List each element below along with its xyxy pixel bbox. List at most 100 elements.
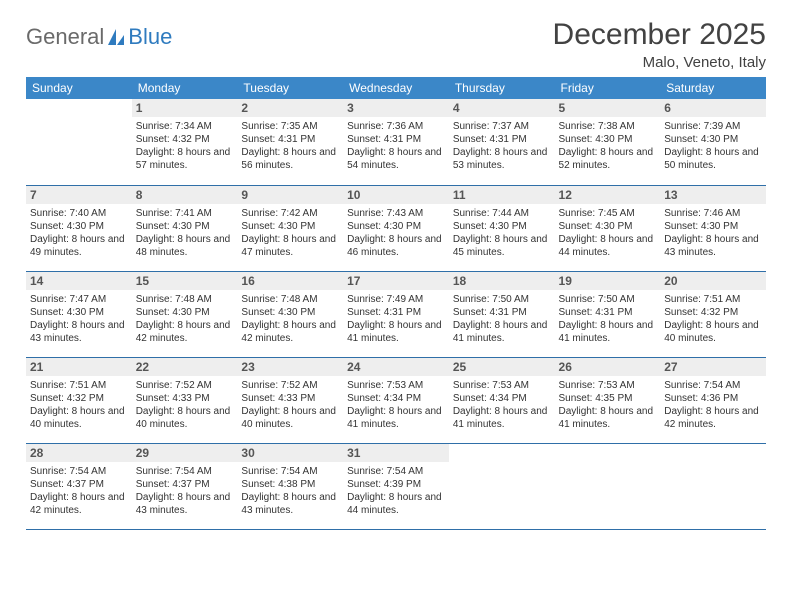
calendar-day-cell: 7Sunrise: 7:40 AMSunset: 4:30 PMDaylight… bbox=[26, 185, 132, 271]
day-detail-line: Sunrise: 7:38 AM bbox=[559, 120, 657, 133]
calendar-day-cell: 25 Sunrise: 7:53 AMSunset: 4:34 PMDayligh… bbox=[449, 357, 555, 443]
day-details: Sunrise: 7:45 AMSunset: 4:30 PMDaylight:… bbox=[559, 207, 657, 259]
calendar-day-cell: 28Sunrise: 7:54 AMSunset: 4:37 PMDayligh… bbox=[26, 443, 132, 529]
calendar-day-cell: 12Sunrise: 7:45 AMSunset: 4:30 PMDayligh… bbox=[555, 185, 661, 271]
day-details: Sunrise: 7:49 AMSunset: 4:31 PMDaylight:… bbox=[347, 293, 445, 345]
day-detail-line: Daylight: 8 hours and 40 minutes. bbox=[241, 405, 339, 431]
day-detail-line: Sunset: 4:31 PM bbox=[347, 133, 445, 146]
day-number: 26 bbox=[555, 358, 661, 376]
calendar-table: Sunday Monday Tuesday Wednesday Thursday… bbox=[26, 77, 766, 530]
day-details: Sunrise: 7:48 AMSunset: 4:30 PMDaylight:… bbox=[241, 293, 339, 345]
calendar-day-cell: 6Sunrise: 7:39 AMSunset: 4:30 PMDaylight… bbox=[660, 99, 766, 185]
day-number: 29 bbox=[132, 444, 238, 462]
calendar-body: 1Sunrise: 7:34 AMSunset: 4:32 PMDaylight… bbox=[26, 99, 766, 529]
calendar-day-cell bbox=[26, 99, 132, 185]
day-detail-line: Sunrise: 7:53 AM bbox=[559, 379, 657, 392]
calendar-week-row: 7Sunrise: 7:40 AMSunset: 4:30 PMDaylight… bbox=[26, 185, 766, 271]
day-details: Sunrise: 7:44 AMSunset: 4:30 PMDaylight:… bbox=[453, 207, 551, 259]
day-detail-line: Daylight: 8 hours and 45 minutes. bbox=[453, 233, 551, 259]
weekday-header: Wednesday bbox=[343, 77, 449, 99]
day-details: Sunrise: 7:52 AMSunset: 4:33 PMDaylight:… bbox=[241, 379, 339, 431]
weekday-header: Monday bbox=[132, 77, 238, 99]
day-number: 11 bbox=[449, 186, 555, 204]
day-detail-line: Sunrise: 7:54 AM bbox=[136, 465, 234, 478]
day-detail-line: Daylight: 8 hours and 43 minutes. bbox=[664, 233, 762, 259]
weekday-header: Friday bbox=[555, 77, 661, 99]
calendar-day-cell: 16Sunrise: 7:48 AMSunset: 4:30 PMDayligh… bbox=[237, 271, 343, 357]
day-detail-line: Sunset: 4:31 PM bbox=[241, 133, 339, 146]
day-detail-line: Sunrise: 7:53 AM bbox=[453, 379, 551, 392]
day-number: 6 bbox=[660, 99, 766, 117]
day-details: Sunrise: 7:54 AMSunset: 4:39 PMDaylight:… bbox=[347, 465, 445, 517]
day-number: 2 bbox=[237, 99, 343, 117]
calendar-week-row: 21Sunrise: 7:51 AMSunset: 4:32 PMDayligh… bbox=[26, 357, 766, 443]
day-detail-line: Sunset: 4:31 PM bbox=[347, 306, 445, 319]
day-detail-line: Sunset: 4:32 PM bbox=[664, 306, 762, 319]
day-detail-line: Sunset: 4:33 PM bbox=[241, 392, 339, 405]
day-detail-line: Sunset: 4:30 PM bbox=[241, 306, 339, 319]
day-detail-line: Daylight: 8 hours and 42 minutes. bbox=[664, 405, 762, 431]
day-details: Sunrise: 7:38 AMSunset: 4:30 PMDaylight:… bbox=[559, 120, 657, 172]
calendar-day-cell: 21Sunrise: 7:51 AMSunset: 4:32 PMDayligh… bbox=[26, 357, 132, 443]
day-detail-line: Sunset: 4:32 PM bbox=[136, 133, 234, 146]
day-detail-line: Sunrise: 7:45 AM bbox=[559, 207, 657, 220]
day-number: 31 bbox=[343, 444, 449, 462]
calendar-day-cell: 2Sunrise: 7:35 AMSunset: 4:31 PMDaylight… bbox=[237, 99, 343, 185]
day-detail-line: Sunset: 4:37 PM bbox=[136, 478, 234, 491]
day-details: Sunrise: 7:42 AMSunset: 4:30 PMDaylight:… bbox=[241, 207, 339, 259]
day-detail-line: Sunrise: 7:36 AM bbox=[347, 120, 445, 133]
calendar-day-cell: 24Sunrise: 7:53 AMSunset: 4:34 PMDayligh… bbox=[343, 357, 449, 443]
day-detail-line: Sunrise: 7:42 AM bbox=[241, 207, 339, 220]
calendar-day-cell: 23Sunrise: 7:52 AMSunset: 4:33 PMDayligh… bbox=[237, 357, 343, 443]
day-detail-line: Sunrise: 7:54 AM bbox=[30, 465, 128, 478]
day-number: 7 bbox=[26, 186, 132, 204]
day-details: Sunrise: 7:50 AMSunset: 4:31 PMDaylight:… bbox=[453, 293, 551, 345]
day-details: Sunrise: 7:54 AMSunset: 4:36 PMDaylight:… bbox=[664, 379, 762, 431]
logo-text-blue: Blue bbox=[128, 24, 172, 50]
day-detail-line: Sunset: 4:30 PM bbox=[664, 133, 762, 146]
day-detail-line: Sunrise: 7:43 AM bbox=[347, 207, 445, 220]
calendar-week-row: 14Sunrise: 7:47 AMSunset: 4:30 PMDayligh… bbox=[26, 271, 766, 357]
day-number: 25 bbox=[449, 358, 555, 376]
day-detail-line: Sunrise: 7:51 AM bbox=[664, 293, 762, 306]
day-detail-line: Daylight: 8 hours and 48 minutes. bbox=[136, 233, 234, 259]
day-number: 17 bbox=[343, 272, 449, 290]
day-details: Sunrise: 7:50 AMSunset: 4:31 PMDaylight:… bbox=[559, 293, 657, 345]
day-detail-line: Daylight: 8 hours and 40 minutes. bbox=[30, 405, 128, 431]
day-number: 1 bbox=[132, 99, 238, 117]
day-detail-line: Sunset: 4:31 PM bbox=[559, 306, 657, 319]
calendar-day-cell: 1 Sunrise: 7:34 AMSunset: 4:32 PMDaylight… bbox=[132, 99, 238, 185]
day-detail-line: Sunset: 4:30 PM bbox=[347, 220, 445, 233]
day-detail-line: Daylight: 8 hours and 57 minutes. bbox=[136, 146, 234, 172]
calendar-day-cell bbox=[449, 443, 555, 529]
calendar-day-cell: 5 Sunrise: 7:38 AMSunset: 4:30 PMDaylight… bbox=[555, 99, 661, 185]
day-detail-line: Sunrise: 7:54 AM bbox=[241, 465, 339, 478]
day-details: Sunrise: 7:46 AMSunset: 4:30 PMDaylight:… bbox=[664, 207, 762, 259]
day-detail-line: Sunset: 4:33 PM bbox=[136, 392, 234, 405]
day-detail-line: Sunrise: 7:51 AM bbox=[30, 379, 128, 392]
day-detail-line: Daylight: 8 hours and 46 minutes. bbox=[347, 233, 445, 259]
day-number: 22 bbox=[132, 358, 238, 376]
calendar-day-cell: 15Sunrise: 7:48 AMSunset: 4:30 PMDayligh… bbox=[132, 271, 238, 357]
day-detail-line: Sunrise: 7:34 AM bbox=[136, 120, 234, 133]
day-detail-line: Sunset: 4:37 PM bbox=[30, 478, 128, 491]
calendar-day-cell: 8Sunrise: 7:41 AMSunset: 4:30 PMDaylight… bbox=[132, 185, 238, 271]
weekday-header: Sunday bbox=[26, 77, 132, 99]
day-detail-line: Daylight: 8 hours and 40 minutes. bbox=[136, 405, 234, 431]
day-detail-line: Daylight: 8 hours and 54 minutes. bbox=[347, 146, 445, 172]
day-number: 5 bbox=[555, 99, 661, 117]
day-detail-line: Daylight: 8 hours and 44 minutes. bbox=[347, 491, 445, 517]
location: Malo, Veneto, Italy bbox=[553, 54, 766, 71]
day-details: Sunrise: 7:36 AMSunset: 4:31 PMDaylight:… bbox=[347, 120, 445, 172]
weekday-header-row: Sunday Monday Tuesday Wednesday Thursday… bbox=[26, 77, 766, 99]
day-detail-line: Sunset: 4:30 PM bbox=[559, 220, 657, 233]
logo-text-general: General bbox=[26, 24, 104, 50]
day-detail-line: Daylight: 8 hours and 42 minutes. bbox=[241, 319, 339, 345]
calendar-day-cell: 22Sunrise: 7:52 AMSunset: 4:33 PMDayligh… bbox=[132, 357, 238, 443]
day-details: Sunrise: 7:34 AMSunset: 4:32 PMDaylight:… bbox=[136, 120, 234, 172]
day-detail-line: Daylight: 8 hours and 41 minutes. bbox=[559, 405, 657, 431]
day-detail-line: Daylight: 8 hours and 40 minutes. bbox=[664, 319, 762, 345]
day-details: Sunrise: 7:53 AMSunset: 4:34 PMDaylight:… bbox=[453, 379, 551, 431]
day-detail-line: Daylight: 8 hours and 53 minutes. bbox=[453, 146, 551, 172]
day-number: 20 bbox=[660, 272, 766, 290]
